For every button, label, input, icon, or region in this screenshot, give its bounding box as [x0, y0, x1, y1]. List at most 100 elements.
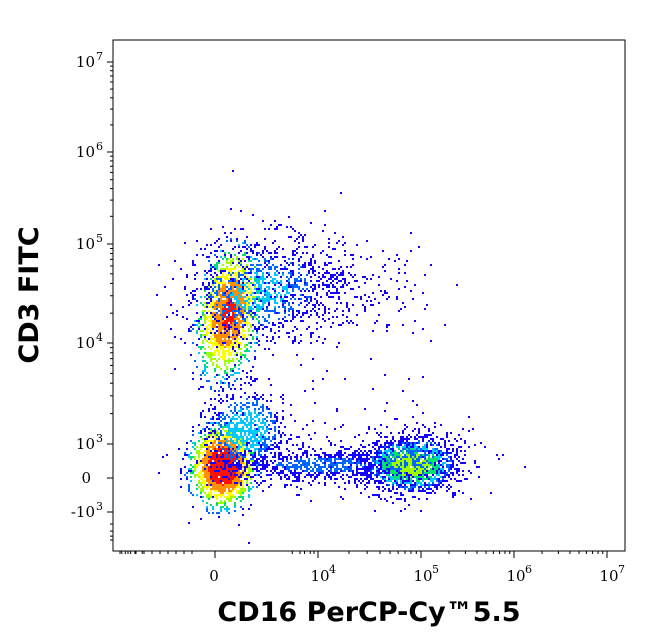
event-dot [330, 262, 332, 264]
event-dot [222, 292, 224, 294]
event-dot [312, 308, 314, 310]
event-dot [286, 288, 288, 290]
event-dot [232, 330, 234, 332]
event-dot [210, 496, 212, 498]
event-dot [286, 276, 288, 278]
event-dot [260, 460, 262, 462]
event-dot [232, 472, 234, 474]
event-dot [248, 360, 250, 362]
event-dot [206, 366, 208, 368]
event-dot [238, 480, 240, 482]
event-dot [222, 356, 224, 358]
event-dot [244, 310, 246, 312]
event-dot [394, 260, 396, 262]
event-dot [198, 320, 200, 322]
event-dot [242, 282, 244, 284]
event-dot [246, 300, 248, 302]
event-dot [232, 454, 234, 456]
event-dot [304, 282, 306, 284]
event-dot [192, 446, 194, 448]
event-dot [294, 282, 296, 284]
event-dot [366, 300, 368, 302]
event-dot [266, 282, 268, 284]
event-dot [310, 276, 312, 278]
event-dot [330, 256, 332, 258]
event-dot [338, 240, 340, 242]
event-dot [212, 334, 214, 336]
event-dot [234, 272, 236, 274]
event-dot [264, 288, 266, 290]
event-dot [248, 312, 250, 314]
event-dot [222, 436, 224, 438]
event-dot [234, 502, 236, 504]
event-dot [224, 382, 226, 384]
event-dot [214, 440, 216, 442]
event-dot [314, 310, 316, 312]
event-dot [192, 298, 194, 300]
event-dot [218, 262, 220, 264]
event-dot [274, 428, 276, 430]
event-dot [220, 310, 222, 312]
event-dot [222, 488, 224, 490]
event-dot [218, 320, 220, 322]
event-dot [236, 450, 238, 452]
event-dot [288, 336, 290, 338]
event-dot [304, 296, 306, 298]
event-dot [248, 314, 250, 316]
event-dot [220, 342, 222, 344]
event-dot [180, 470, 182, 472]
event-dot [202, 254, 204, 256]
event-dot [212, 484, 214, 486]
event-dot [228, 262, 230, 264]
event-dot [294, 278, 296, 280]
event-dot [256, 278, 258, 280]
event-dot [274, 252, 276, 254]
event-dot [232, 288, 234, 290]
event-dot [300, 334, 302, 336]
event-dot [250, 272, 252, 274]
event-dot [194, 360, 196, 362]
event-dot [256, 270, 258, 272]
event-dot [220, 472, 222, 474]
event-dot [222, 258, 224, 260]
event-dot [218, 344, 220, 346]
event-dot [302, 264, 304, 266]
event-dot [346, 304, 348, 306]
event-dot [224, 426, 226, 428]
event-dot [238, 342, 240, 344]
event-dot [238, 262, 240, 264]
event-dot [274, 300, 276, 302]
event-dot [290, 294, 292, 296]
event-dot [242, 428, 244, 430]
event-dot [214, 370, 216, 372]
event-dot [246, 290, 248, 292]
event-dot [192, 470, 194, 472]
event-dot [258, 280, 260, 282]
event-dot [242, 288, 244, 290]
event-dot [208, 288, 210, 290]
event-dot [280, 276, 282, 278]
event-dot [210, 338, 212, 340]
event-dot [286, 286, 288, 288]
event-dot [222, 332, 224, 334]
event-dot [202, 478, 204, 480]
event-dot [230, 284, 232, 286]
event-dot [278, 322, 280, 324]
event-dot [326, 292, 328, 294]
event-dot [278, 426, 280, 428]
event-dot [202, 360, 204, 362]
event-dot [254, 244, 256, 246]
event-dot [220, 448, 222, 450]
event-dot [230, 370, 232, 372]
event-dot [238, 524, 240, 526]
event-dot [316, 312, 318, 314]
event-dot [198, 440, 200, 442]
event-dot [212, 328, 214, 330]
event-dot [188, 304, 190, 306]
event-dot [220, 420, 222, 422]
event-dot [230, 422, 232, 424]
event-dot [216, 452, 218, 454]
event-dot [304, 306, 306, 308]
event-dot [226, 316, 228, 318]
event-dot [248, 468, 250, 470]
